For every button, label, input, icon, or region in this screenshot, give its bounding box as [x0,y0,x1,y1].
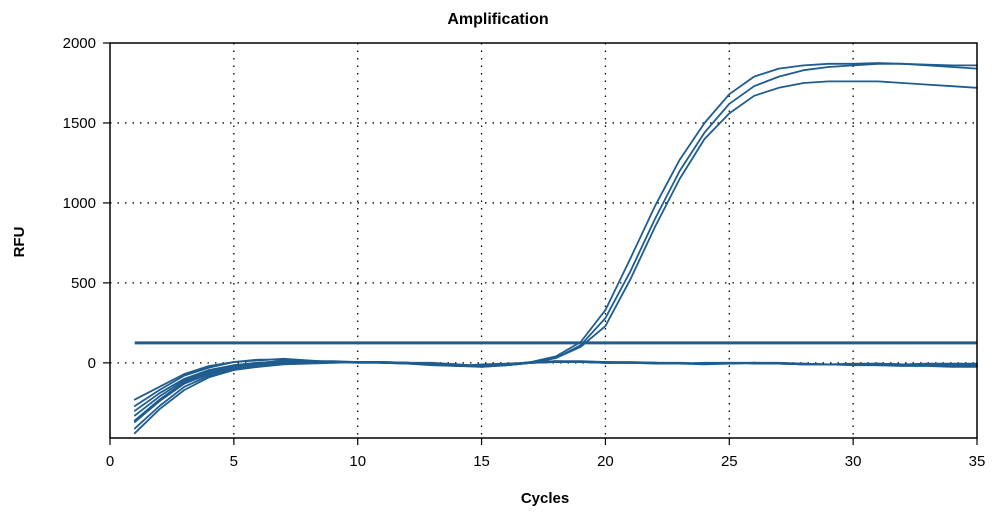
x-tick-label: 35 [969,453,986,470]
amplification-curve-5 [135,361,977,433]
x-tick-label: 5 [230,453,238,470]
x-tick-label: 30 [845,453,862,470]
amplification-curve-1 [135,64,977,406]
x-tick-label: 25 [721,453,738,470]
series-lines [135,63,977,433]
x-tick-label: 15 [473,453,490,470]
amplification-curve-7 [135,361,977,411]
y-axis-label: RFU [11,227,28,258]
x-axis-label: Cycles [521,490,569,507]
amplification-curve-4 [135,362,977,428]
y-tick-label: 1000 [63,195,96,212]
y-tick-label: 1500 [63,115,96,132]
axis-ticks: 0 5 10 15 20 25 30 35 0 500 1000 1500 2000 [63,35,986,470]
y-tick-label: 500 [71,275,96,292]
x-tick-label: 10 [349,453,366,470]
x-tick-label: 20 [597,453,614,470]
plot-frame [110,43,977,438]
amplification-curve-3 [135,81,977,422]
grid [110,43,977,438]
y-tick-label: 0 [88,355,96,372]
amplification-curve-8 [135,362,977,420]
y-tick-label: 2000 [63,35,96,52]
x-tick-label: 0 [106,453,114,470]
chart-title: Amplification [447,11,548,28]
